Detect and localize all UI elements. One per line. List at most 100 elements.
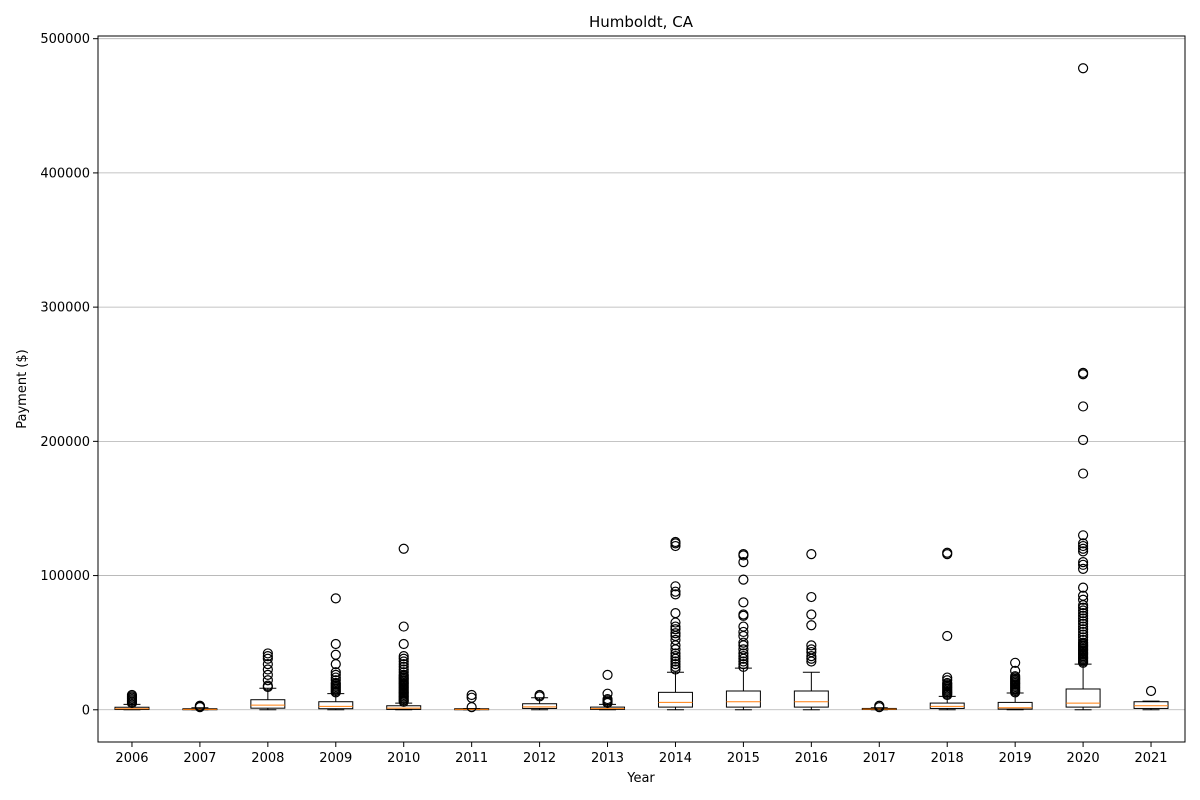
outlier-point <box>738 648 749 659</box>
outlier-point <box>1010 657 1021 668</box>
outlier-point <box>738 650 749 662</box>
outlier-point <box>330 667 341 678</box>
outlier-point <box>602 688 613 699</box>
x-tick-label: 2020 <box>1067 751 1100 766</box>
box-2007 <box>182 700 218 713</box>
outlier-point <box>670 581 681 592</box>
box-2020 <box>1065 63 1101 711</box>
outlier-point <box>330 593 341 604</box>
outlier-point <box>806 650 817 662</box>
outlier-point <box>738 644 749 655</box>
x-tick-label: 2007 <box>183 751 216 766</box>
outlier-point <box>398 656 409 667</box>
x-tick-label: 2018 <box>931 751 964 766</box>
outlier-point <box>534 689 545 701</box>
outlier-point <box>670 648 681 659</box>
y-tick-label: 100000 <box>40 569 90 584</box>
outlier-point <box>1077 557 1089 568</box>
box-2013 <box>590 669 626 711</box>
grid-lines <box>98 38 1185 711</box>
x-tick-label: 2017 <box>863 751 896 766</box>
box-2015 <box>725 548 761 711</box>
outlier-point <box>398 653 409 664</box>
outlier-point <box>398 543 409 554</box>
outlier-point <box>942 672 953 683</box>
outlier-point <box>1010 665 1021 676</box>
box-2018 <box>929 547 965 711</box>
outlier-point <box>1077 594 1089 605</box>
outlier-point <box>398 638 409 650</box>
plot-frame <box>97 35 1186 743</box>
box-2010 <box>386 543 422 711</box>
outlier-point <box>670 586 681 597</box>
box-2009 <box>318 593 354 711</box>
outlier-point <box>262 664 273 675</box>
outlier-point <box>1077 621 1089 632</box>
iqr-box <box>725 690 761 708</box>
outlier-point <box>602 669 613 680</box>
outlier-point <box>670 650 681 662</box>
iqr-box <box>997 701 1033 710</box>
outlier-point <box>1077 618 1089 629</box>
y-axis-label: Payment ($) <box>15 349 30 428</box>
iqr-box <box>1133 701 1169 709</box>
iqr-box <box>250 699 286 709</box>
x-axis: 2006 2007 2008 2009 2010 2011 2012 2013 2014 2015… <box>115 742 1168 766</box>
outlier-point <box>398 661 409 672</box>
outlier-point <box>330 672 341 683</box>
x-tick-label: 2009 <box>319 751 352 766</box>
outlier-point <box>1077 401 1089 412</box>
outlier-point <box>806 609 817 620</box>
outlier-point <box>670 621 681 632</box>
outlier-point <box>1077 608 1089 619</box>
outlier-point <box>1077 624 1089 635</box>
outlier-point <box>1077 546 1089 557</box>
outlier-point <box>1077 602 1089 613</box>
box-2008 <box>250 648 286 711</box>
x-tick-label: 2008 <box>251 751 284 766</box>
box-2006 <box>114 689 150 711</box>
iqr-box <box>522 703 558 709</box>
outlier-point <box>1077 434 1089 446</box>
outlier-point <box>738 661 749 672</box>
x-tick-label: 2010 <box>387 751 420 766</box>
outlier-point <box>1077 629 1089 640</box>
outlier-point <box>262 648 273 659</box>
outlier-point <box>330 677 341 689</box>
outlier-point <box>1077 610 1089 621</box>
outlier-point <box>1077 468 1089 479</box>
iqr-box <box>318 701 354 710</box>
box-series <box>114 63 1169 713</box>
outlier-point <box>1077 582 1089 593</box>
outlier-point <box>670 540 681 552</box>
box-2011 <box>454 689 490 713</box>
outlier-point <box>1077 367 1089 378</box>
outlier-point <box>1077 530 1089 541</box>
box-2021 <box>1133 685 1169 711</box>
outlier-point <box>262 669 273 680</box>
outlier-point <box>806 640 817 651</box>
outlier-point <box>806 620 817 631</box>
outlier-point <box>262 650 273 662</box>
outlier-point <box>942 675 953 686</box>
box-2019 <box>997 657 1033 711</box>
outlier-point <box>466 689 477 701</box>
outlier-point <box>1077 632 1089 643</box>
outlier-point <box>1077 616 1089 627</box>
y-tick-label: 500000 <box>40 32 90 47</box>
outlier-point <box>670 661 681 672</box>
y-tick-label: 400000 <box>40 166 90 181</box>
outlier-point <box>466 692 477 703</box>
outlier-point <box>738 659 749 670</box>
iqr-box <box>929 702 965 709</box>
outlier-point <box>738 557 749 568</box>
outlier-point <box>806 644 817 655</box>
outlier-point <box>330 649 341 660</box>
outlier-point <box>738 609 749 620</box>
iqr-box <box>657 691 693 708</box>
outlier-point <box>126 689 138 701</box>
outlier-point <box>398 621 409 632</box>
outlier-point <box>194 700 206 711</box>
x-tick-label: 2013 <box>591 751 624 766</box>
outlier-point <box>1077 540 1089 552</box>
